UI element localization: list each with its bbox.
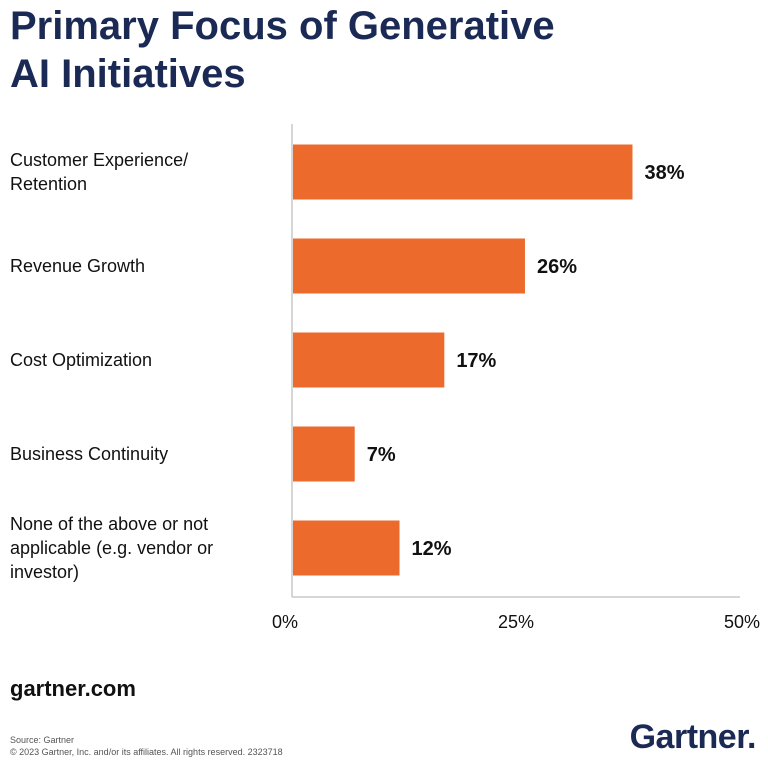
value-label-0: 38% [644, 162, 684, 184]
category-label-3: Business Continuity [10, 444, 168, 464]
category-label-2-line-0: Cost Optimization [10, 350, 152, 370]
bar-4 [293, 520, 400, 576]
copyright-text: © 2023 Gartner, Inc. and/or its affiliat… [10, 747, 283, 757]
site-url: gartner.com [10, 676, 136, 701]
category-label-4-line-1: applicable (e.g. vendor or [10, 538, 213, 558]
category-label-0-line-1: Retention [10, 174, 87, 194]
category-label-0-line-0: Customer Experience/ [10, 150, 188, 170]
chart-title-line-2: AI Initiatives [10, 52, 246, 96]
value-label-4: 12% [412, 538, 452, 560]
bar-chart: 38% Customer Experience/Retention 26% Reven… [10, 124, 760, 632]
chart-title-line-1: Primary Focus of Generative [10, 4, 555, 48]
bar-1 [293, 238, 525, 294]
bar-2 [293, 332, 445, 388]
source-text: Source: Gartner [10, 735, 75, 745]
category-label-0: Customer Experience/Retention [10, 150, 188, 194]
value-label-3: 7% [367, 444, 396, 466]
category-label-3-line-0: Business Continuity [10, 444, 168, 464]
category-label-4: None of the above or not applicable (e.g.… [10, 514, 213, 582]
category-label-4-line-2: investor) [10, 562, 79, 582]
x-tick-label-1: 25% [498, 612, 534, 632]
gartner-logo: Gartner. [629, 718, 757, 756]
category-label-2: Cost Optimization [10, 350, 152, 370]
source-note: Source: Gartner © 2023 Gartner, Inc. and… [10, 734, 283, 758]
chart-title: Primary Focus of Generative AI Initiativ… [10, 2, 750, 98]
value-label-1: 26% [537, 256, 577, 278]
bar-0 [293, 144, 633, 200]
x-tick-label-0: 0% [272, 612, 298, 632]
category-label-1-line-0: Revenue Growth [10, 256, 145, 276]
category-label-4-line-0: None of the above or not [10, 514, 208, 534]
x-tick-label-2: 50% [724, 612, 760, 632]
category-label-1: Revenue Growth [10, 256, 145, 276]
value-label-2: 17% [456, 350, 496, 372]
bar-3 [293, 426, 355, 482]
